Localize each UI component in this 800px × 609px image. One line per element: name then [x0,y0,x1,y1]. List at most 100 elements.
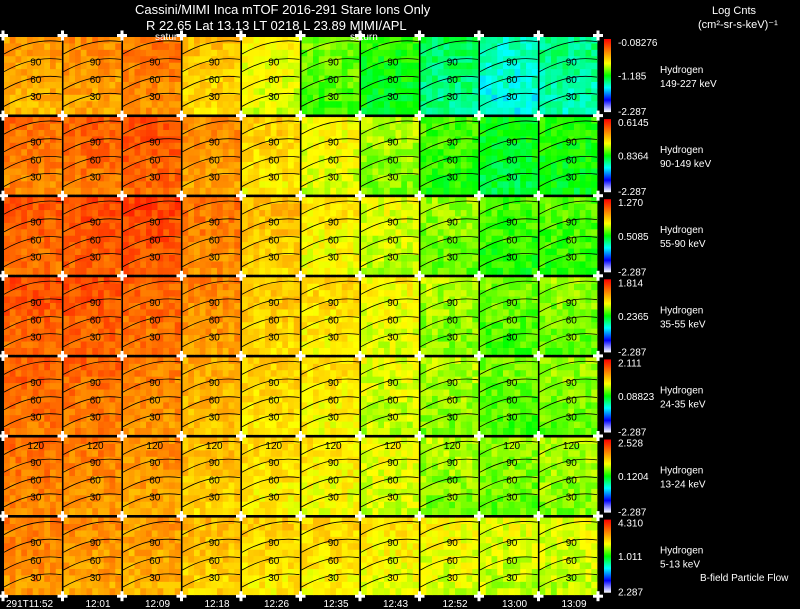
species-label: Hydrogen [660,145,703,156]
angle-label: 60 [506,235,518,246]
angle-label: 30 [209,172,221,183]
angle-label: 120 [563,441,580,452]
angle-label: 60 [447,75,459,86]
angle-label: 60 [447,316,459,327]
angle-label: 90 [30,458,42,469]
angle-label: 30 [90,333,102,344]
angle-label: 30 [30,413,42,424]
image-panel: 90 60 30 [3,357,62,435]
image-panel: 120 90 60 30 [420,437,479,516]
cross-marker [57,431,68,441]
angle-label: 30 [506,573,518,584]
cross-marker [593,431,603,441]
angle-label: 30 [268,573,280,584]
cross-marker [176,190,187,201]
image-panel: 90 60 30 [479,197,538,275]
angle-label: 90 [566,378,578,389]
image-panel: 120 90 60 30 [479,437,538,516]
colorbar [604,199,611,273]
angle-label: 30 [328,252,340,263]
image-panel: 90 60 30 [420,37,479,115]
angle-label: 90 [209,218,221,229]
angle-label: 30 [447,172,459,183]
cross-marker [295,190,306,201]
angle-label: 30 [90,252,102,263]
cross-marker [533,110,544,121]
cross-marker [355,110,365,121]
image-panel: 90 60 30 [182,357,241,435]
cross-marker [593,350,603,361]
angle-label: 90 [90,298,102,309]
angle-label: 90 [90,138,102,149]
angle-label: 30 [30,92,42,103]
angle-label: 120 [325,441,342,452]
energy-label: 5-13 keV [660,560,700,571]
angle-label: 60 [30,155,42,166]
x-tick-label: 12:18 [205,599,230,609]
x-tick-label: 13:00 [502,599,527,609]
angle-label: 90 [506,218,518,229]
image-panel: 120 90 60 30 [3,437,62,516]
image-panel: 90 60 30 [182,517,241,596]
cross-marker [176,591,187,602]
cross-marker [0,431,8,441]
colorbar-value: 0.2365 [618,312,649,323]
angle-label: 30 [149,92,161,103]
angle-label: 30 [149,252,161,263]
angle-label: 90 [328,58,340,69]
cross-marker [474,431,484,441]
cross-marker [0,350,8,361]
image-panel: 90 60 30 [301,277,360,355]
colorbar-value: 1.270 [618,198,643,209]
cross-marker [57,110,68,121]
cross-marker [117,270,127,281]
cross-marker [236,190,246,201]
colorbar-units-title: Log Cnts [712,5,757,17]
cross-marker [176,431,187,441]
angle-label: 90 [90,378,102,389]
angle-label: 60 [30,235,42,246]
angle-label: 60 [30,75,42,86]
cross-marker [117,110,127,121]
cross-marker [176,511,187,522]
angle-label: 60 [149,316,161,327]
cross-marker [355,270,365,281]
angle-label: 90 [328,218,340,229]
cross-marker [414,110,425,121]
image-panel: 90 60 30 [539,357,598,435]
angle-label: 30 [90,92,102,103]
angle-label: 60 [506,396,518,407]
image-panel: 90 60 30 [241,37,300,115]
image-panel: 90 60 30 [122,37,181,115]
angle-label: 90 [447,218,459,229]
image-panel: 120 90 60 30 [122,437,181,516]
cross-marker [593,591,603,602]
angle-label: 60 [387,75,399,86]
image-panel: 90 60 30 [539,37,598,115]
image-panel: 120 90 60 30 [241,437,300,516]
angle-label: 90 [268,138,280,149]
colorbars [604,39,611,593]
energy-label: 13-24 keV [660,480,706,491]
image-panel: 90 60 30 [3,37,62,115]
angle-label: 30 [90,493,102,504]
angle-label: 30 [387,92,399,103]
angle-label: 60 [328,235,340,246]
cross-marker [57,350,68,361]
cross-marker [295,591,306,602]
angle-label: 120 [503,441,520,452]
angle-label: 60 [90,75,102,86]
angle-label: 90 [268,538,280,549]
angle-label: 90 [149,298,161,309]
image-panel: 90 60 30 [3,117,62,195]
cross-marker [236,431,246,441]
cross-marker [0,190,8,201]
angle-label: 30 [506,333,518,344]
angle-label: 30 [566,252,578,263]
angle-label: 30 [506,172,518,183]
image-panel: 90 60 30 [182,37,241,115]
angle-label: 90 [209,138,221,149]
angle-label: 90 [387,298,399,309]
cross-marker [533,30,544,41]
angle-label: 60 [149,155,161,166]
